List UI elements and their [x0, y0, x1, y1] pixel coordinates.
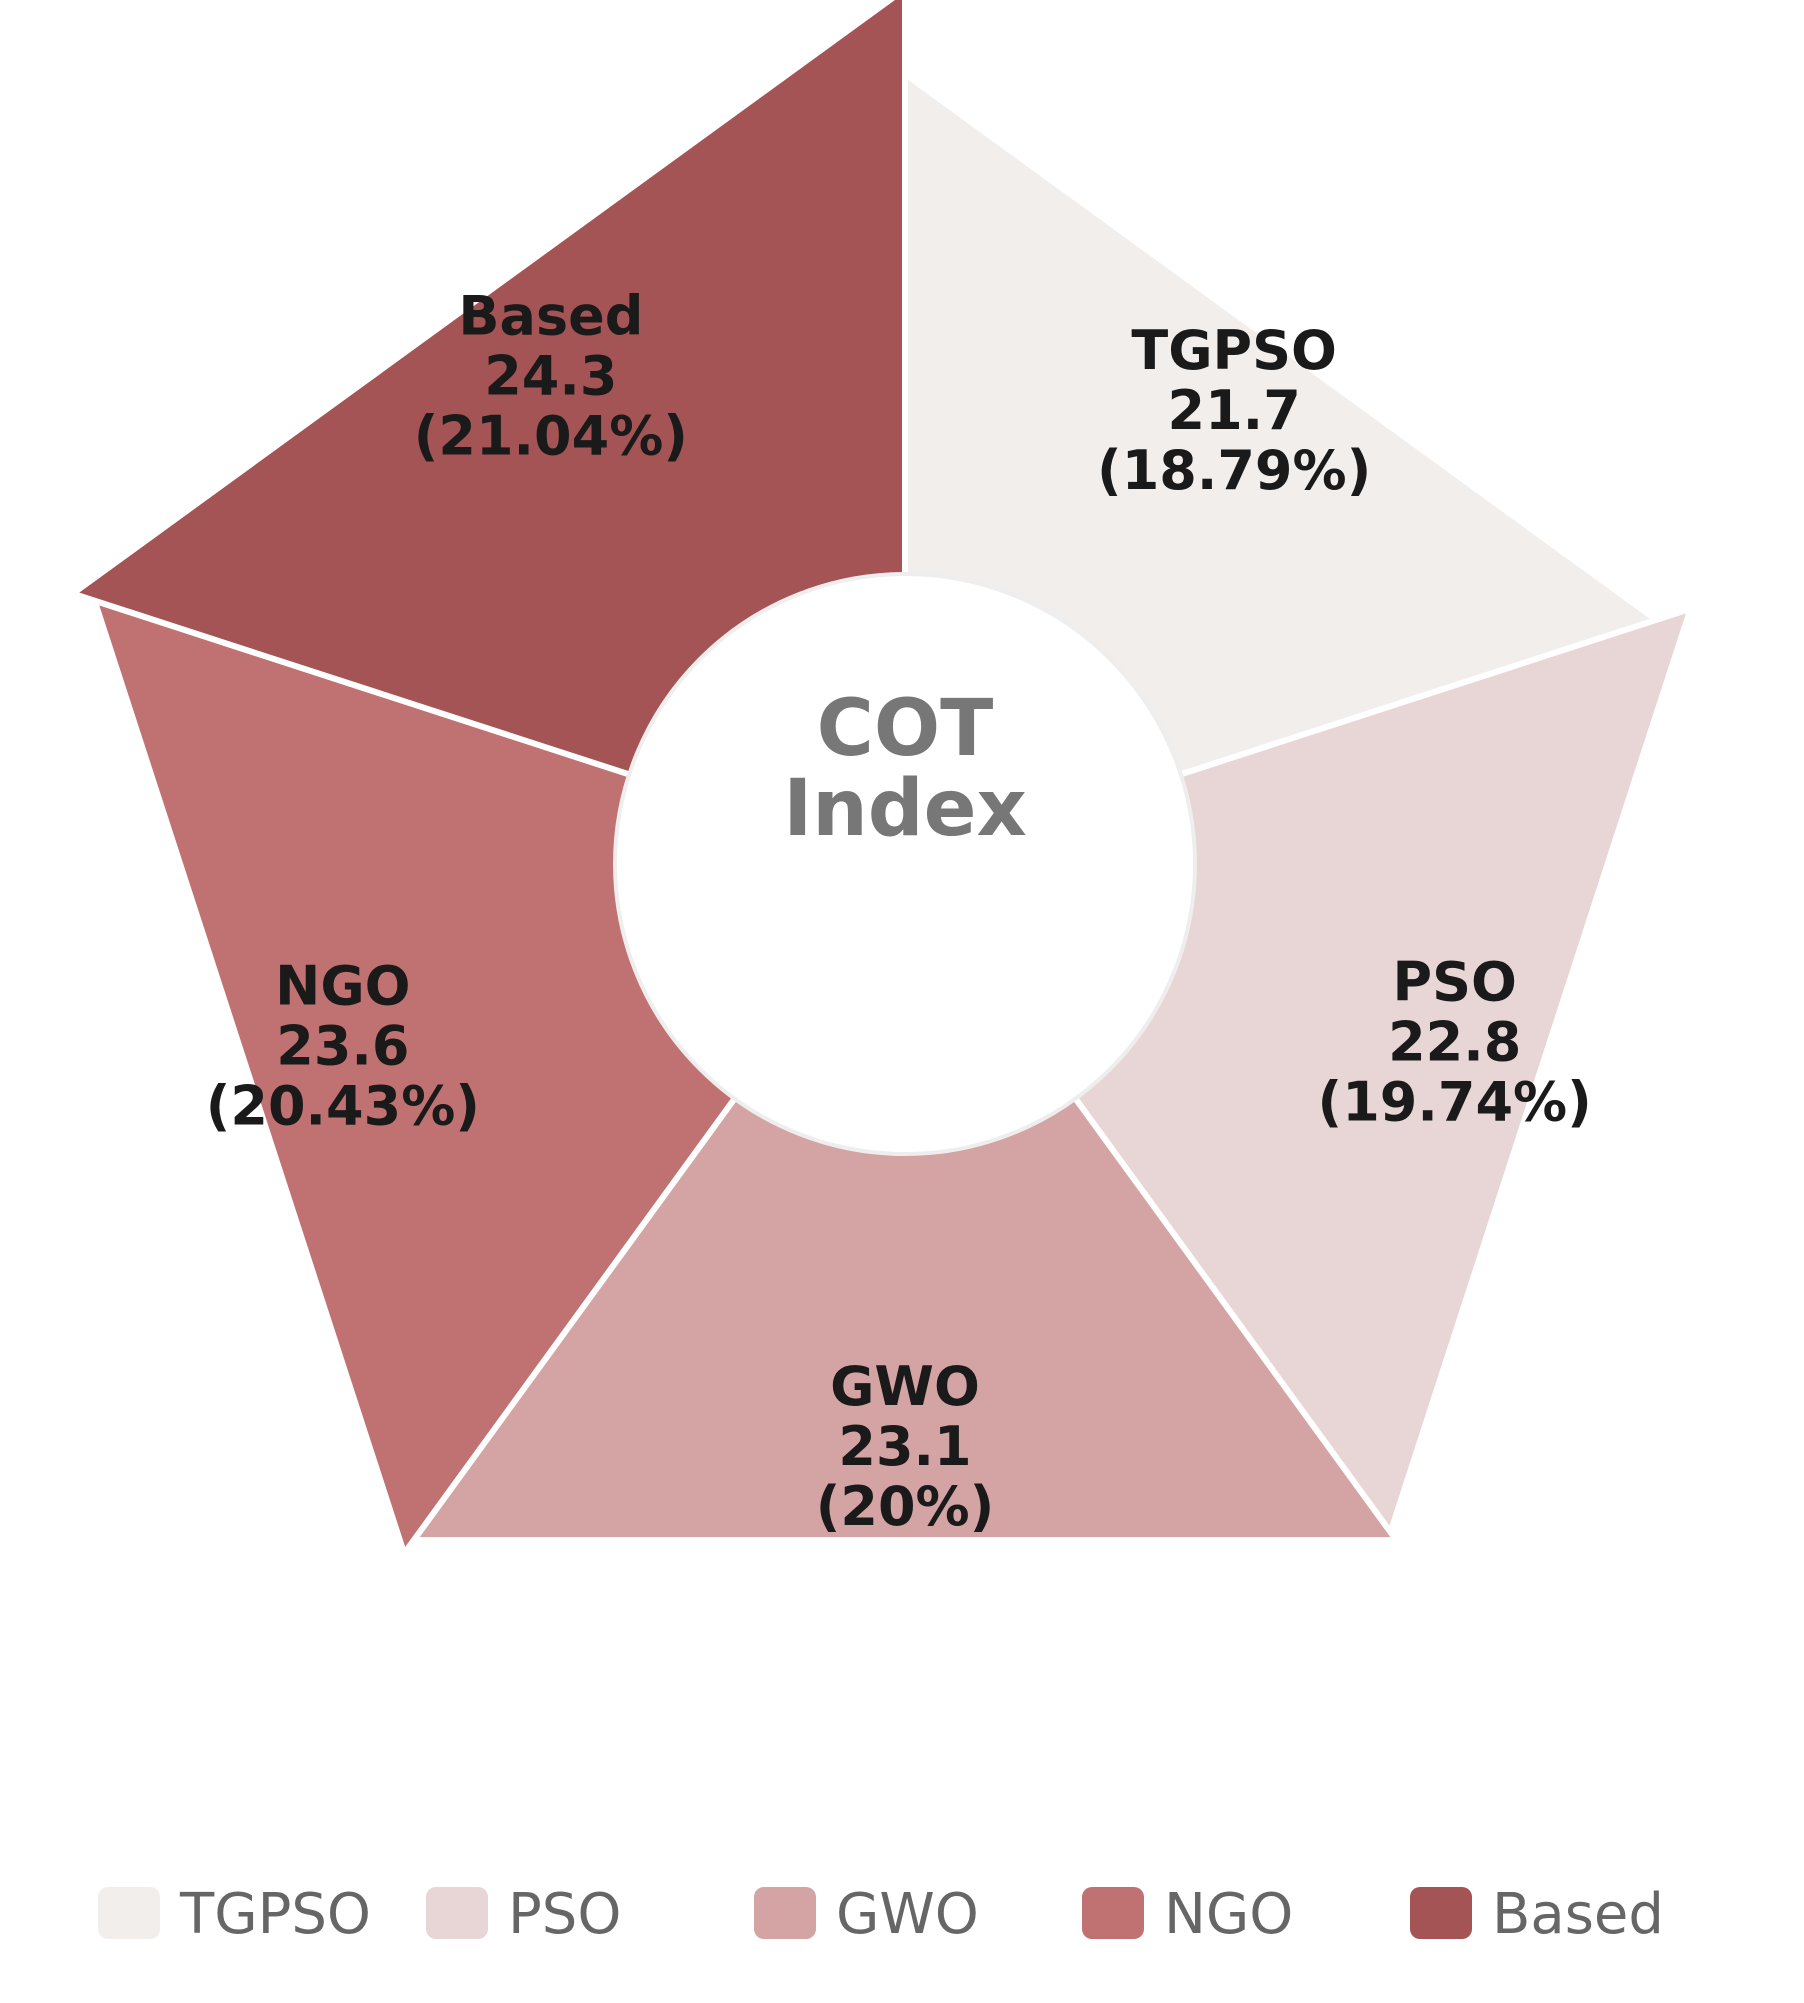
slice-label-value-pso: 22.8 [1388, 1011, 1521, 1074]
legend-label-pso: PSO [508, 1882, 621, 1947]
legend-label-based: Based [1492, 1882, 1664, 1947]
slice-label-value-based: 24.3 [484, 345, 617, 408]
slice-label-percent-based: (21.04%) [414, 405, 688, 468]
slices-group [66, 0, 1696, 1560]
slice-label-category-gwo: GWO [830, 1355, 980, 1418]
slice-label-value-gwo: 23.1 [838, 1415, 971, 1478]
legend: TGPSO PSO GWO NGO Based [98, 1882, 1664, 1947]
legend-label-gwo: GWO [836, 1882, 979, 1947]
legend-swatch-tgpso [98, 1887, 160, 1939]
legend-label-ngo: NGO [1164, 1882, 1293, 1947]
slice-label-percent-pso: (19.74%) [1318, 1071, 1592, 1134]
center-title-line-1: COT [817, 684, 994, 774]
slice-label-category-pso: PSO [1393, 951, 1517, 1014]
slice-label-percent-ngo: (20.43%) [206, 1075, 480, 1138]
slice-label-percent-gwo: (20%) [816, 1475, 995, 1538]
slice-label-category-based: Based [458, 285, 643, 348]
slice-label-value-tgpso: 21.7 [1168, 379, 1301, 442]
slice-label-category-ngo: NGO [275, 955, 410, 1018]
center-title-line-2: Index [783, 764, 1027, 854]
legend-swatch-based [1410, 1887, 1472, 1939]
legend-label-tgpso: TGPSO [179, 1882, 371, 1947]
slice-label-category-tgpso: TGPSO [1131, 319, 1337, 382]
slice-label-percent-tgpso: (18.79%) [1097, 439, 1371, 502]
slice-label-value-ngo: 23.6 [276, 1015, 409, 1078]
legend-swatch-gwo [754, 1887, 816, 1939]
donut-hole [613, 572, 1197, 1156]
legend-swatch-pso [426, 1887, 488, 1939]
slice-labels-group: TGPSO21.7(18.79%)PSO22.8(19.74%)GWO23.1(… [206, 285, 1592, 1538]
legend-swatch-ngo [1082, 1887, 1144, 1939]
